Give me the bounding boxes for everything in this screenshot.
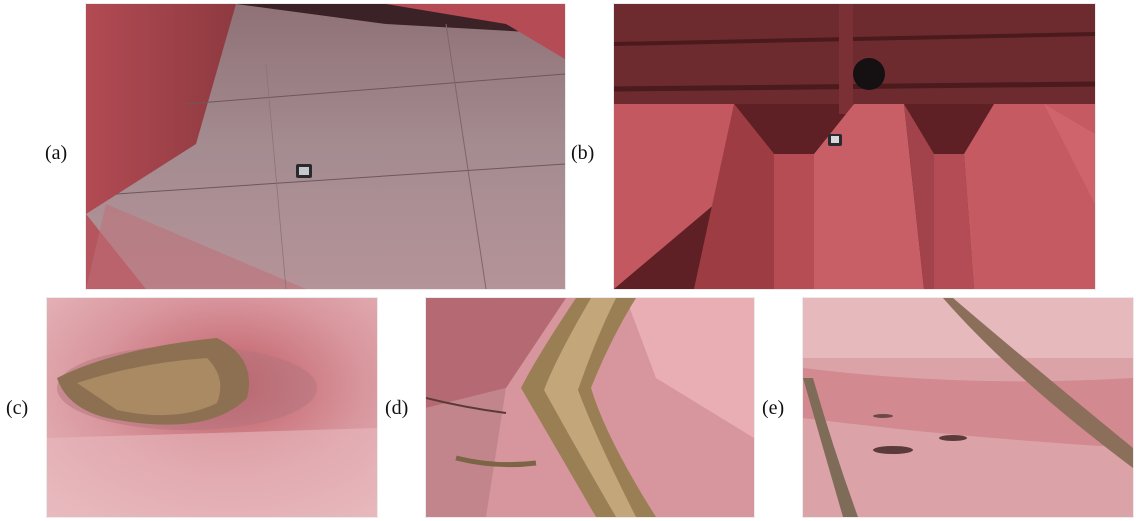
panel-label-a: (a) — [45, 142, 68, 164]
panel-label-e: (e) — [762, 397, 785, 419]
coating-damage-image — [803, 298, 1133, 517]
corrugated-bulkhead-image — [614, 4, 1095, 289]
panel-label-d: (d) — [385, 397, 409, 419]
panel-b-photo — [614, 4, 1095, 289]
corroded-pit-image — [47, 298, 377, 517]
panel-a-photo — [86, 4, 565, 289]
panel-label-c: (c) — [6, 397, 29, 419]
panel-e-photo — [803, 298, 1133, 517]
panel-c-photo — [47, 298, 377, 517]
panel-d-photo — [426, 298, 754, 517]
cargo-hold-floor-image — [86, 4, 565, 289]
corroded-weld-seam-image — [426, 298, 754, 517]
panel-label-b: (b) — [571, 142, 595, 164]
